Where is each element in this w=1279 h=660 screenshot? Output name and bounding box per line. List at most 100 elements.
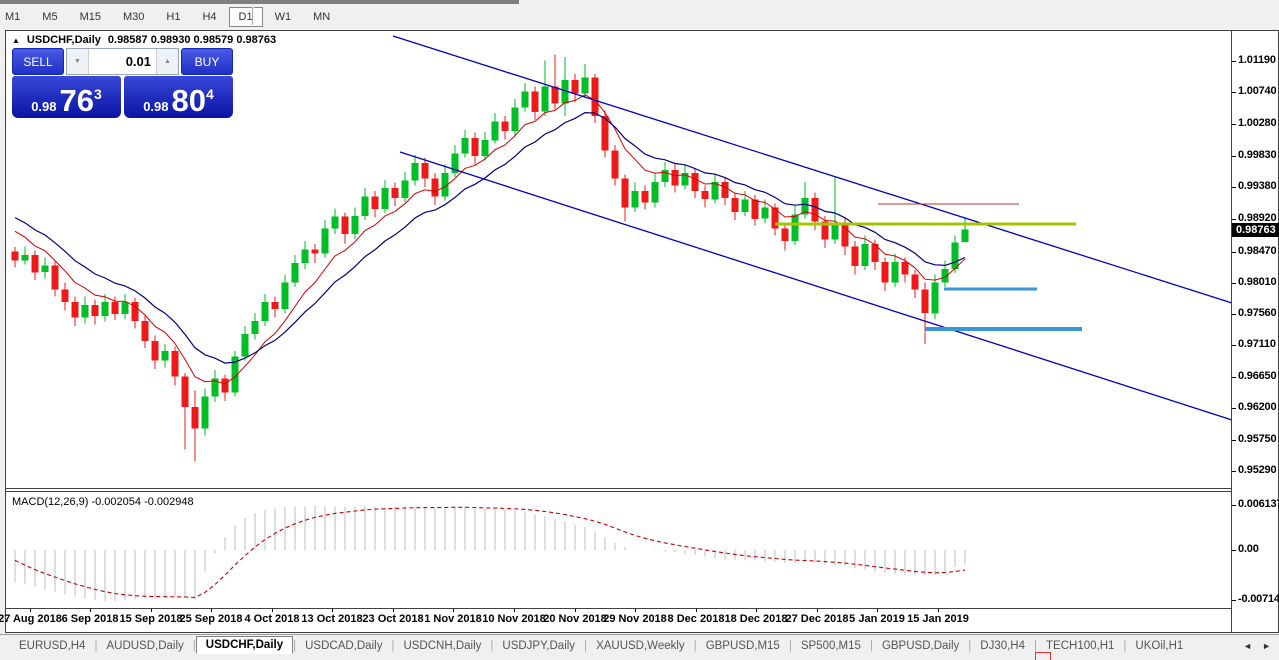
tabs-scroll-right-icon[interactable]: ► [1262,641,1271,651]
one-click-trading-panel: SELL ▼ ▲ BUY 0.98 76 3 0.98 80 4 [12,48,233,118]
chart-window[interactable] [5,30,1279,633]
date-axis-label: 23 Oct 2018 [362,613,424,625]
date-axis-label: 18 Dec 2018 [724,613,788,625]
date-axis-label: 15 Sep 2018 [119,613,183,625]
price-axis-tick [1232,471,1236,472]
date-axis-label: 29 Nov 2018 [603,613,667,625]
timeframe-button-m15[interactable]: M15 [79,11,101,23]
macd-date-separator [6,608,1231,609]
sell-price-big: 76 [59,83,94,118]
buy-button[interactable]: BUY [181,48,233,75]
buy-price-big: 80 [171,83,206,118]
volume-increase-icon[interactable]: ▲ [156,49,178,74]
date-axis-label: 10 Nov 2018 [482,613,546,625]
tab-separator: | [1034,640,1038,652]
chart-tab-xauusd-weekly[interactable]: XAUUSD,Weekly [596,640,685,652]
chart-tab-sp500-m15[interactable]: SP500,M15 [800,640,861,652]
date-axis-tick [756,609,757,612]
trade-panel-top-row: SELL ▼ ▲ BUY [12,48,233,75]
trade-panel-price-row: 0.98 76 3 0.98 80 4 [12,76,233,118]
date-axis-tick [90,609,91,612]
chart-tab-usdcnh-daily[interactable]: USDCNH,Daily [403,640,482,652]
price-axis-tick [1232,187,1236,188]
date-axis-label: 8 Dec 2018 [667,613,725,625]
price-axis-tick [1232,345,1236,346]
main-macd-separator[interactable] [6,488,1231,489]
date-axis-label: 15 Jan 2019 [907,613,969,625]
volume-input[interactable] [89,49,156,74]
timeframe-toolbar: M1 M5 M15 M30 H1 H4 D1 W1 MN [0,4,1279,30]
price-axis-tick [1232,440,1236,441]
date-axis-label: 25 Sep 2018 [179,613,243,625]
price-axis-tick [1232,92,1236,93]
price-axis-tick [1232,156,1236,157]
sell-button[interactable]: SELL [12,48,64,75]
chart-tab-bar: EURUSD,H4 | AUDUSD,Daily | USDCHF,Daily | USDC… [0,634,1279,657]
chart-tab-tech100-h1[interactable]: TECH100,H1 [1046,640,1115,652]
toolbar-separator [252,7,254,25]
chart-tab-ukoil-h1[interactable]: UKOil,H1 [1135,640,1184,652]
buy-price-pip: 4 [206,86,214,102]
timeframe-button-m5[interactable]: M5 [42,11,58,23]
chart-tab-usdchf-daily[interactable]: USDCHF,Daily [195,636,294,654]
tab-separator: | [869,640,873,652]
date-axis-label: 13 Oct 2018 [301,613,363,625]
price-axis-tick [1232,124,1236,125]
macd-axis-label: 0.00 [1238,543,1259,555]
volume-decrease-icon[interactable]: ▼ [67,49,89,74]
tab-separator: | [584,640,588,652]
price-axis-tick [1232,61,1236,62]
chart-tab-dj30-h4[interactable]: DJ30,H4 [980,640,1026,652]
price-axis-tick [1232,377,1236,378]
date-axis-tick [211,609,212,612]
price-axis-label: 0.99380 [1238,180,1277,192]
timeframe-button-mn[interactable]: MN [313,11,331,23]
date-axis-tick [272,609,273,612]
tab-separator: | [1123,640,1127,652]
price-axis-label: 1.01190 [1238,54,1276,66]
date-axis-tick [30,609,31,612]
chart-canvas[interactable] [6,31,1231,608]
chart-tab-audusd-daily[interactable]: AUDUSD,Daily [106,640,184,652]
timeframe-button-m30[interactable]: M30 [122,11,145,23]
chart-tab-gbpusd-m15[interactable]: GBPUSD,M15 [705,640,780,652]
sell-price-prefix: 0.98 [31,99,57,114]
volume-stepper: ▼ ▲ [66,48,179,75]
price-axis-label: 0.98470 [1238,245,1277,257]
timeframe-button-m1[interactable]: M1 [5,11,21,23]
chart-ohlc-values: 0.98587 0.98930 0.98579 0.98763 [107,34,277,46]
date-axis-label: 27 Dec 2018 [785,613,849,625]
price-axis-tick [1232,252,1236,253]
price-axis-label: 0.97110 [1238,338,1276,350]
chart-tab-eurusd-h4[interactable]: EURUSD,H4 [19,640,86,652]
price-axis-label: 0.97560 [1238,307,1277,319]
tab-separator: | [293,640,297,652]
buy-price-panel[interactable]: 0.98 80 4 [124,76,233,118]
timeframe-button-h1[interactable]: H1 [166,11,181,23]
sell-price-panel[interactable]: 0.98 76 3 [12,76,121,118]
timeframe-button-d1[interactable]: D1 [228,7,263,27]
date-axis-label: 4 Oct 2018 [244,613,300,625]
date-axis-tick [514,609,515,612]
chart-tab-gbpusd-daily[interactable]: GBPUSD,Daily [881,640,960,652]
price-axis-tick [1232,314,1236,315]
timeframe-button-w1[interactable]: W1 [274,11,292,23]
main-macd-separator2 [6,491,1231,492]
date-axis-tick [453,609,454,612]
tabs-scroll-left-icon[interactable]: ◄ [1243,641,1253,651]
buy-price-prefix: 0.98 [143,99,169,114]
chart-tab-usdjpy-daily[interactable]: USDJPY,Daily [502,640,576,652]
date-axis-tick [938,609,939,612]
timeframe-button-h4[interactable]: H4 [202,11,217,23]
price-axis-label: 0.95290 [1238,464,1277,476]
tab-separator: | [693,640,697,652]
price-axis-label: 1.00280 [1238,117,1277,129]
date-axis-tick [575,609,576,612]
date-axis-tick [332,609,333,612]
collapse-panel-icon[interactable]: ▲ [12,35,20,45]
price-axis-label: 0.99830 [1238,149,1277,161]
chart-tab-usdcad-daily[interactable]: USDCAD,Daily [305,640,383,652]
date-axis-label: 1 Nov 2018 [424,613,482,625]
tab-separator: | [94,640,98,652]
